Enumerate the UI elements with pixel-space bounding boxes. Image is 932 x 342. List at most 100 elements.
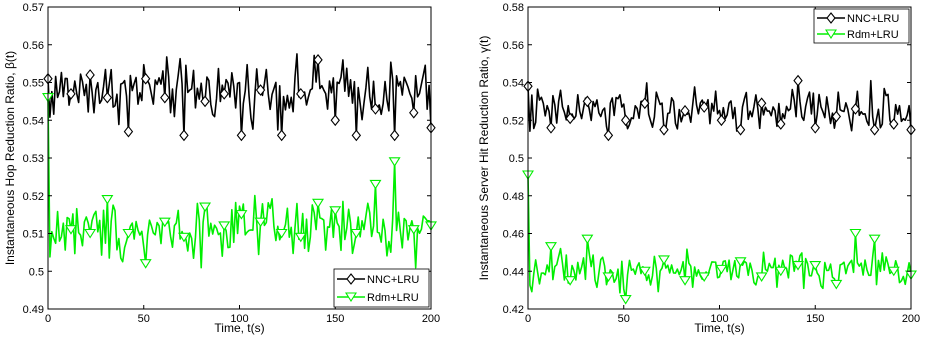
- right-x-tick-label: 200: [902, 313, 920, 325]
- right-marker-nnc-lru: [869, 123, 880, 136]
- right-y-tick-label: 0.56: [503, 40, 524, 52]
- left-x-tick-label: 100: [230, 313, 248, 325]
- left-ticks: 0 50 100 150 200 0.49 0.5 0.51 0.52 0.53 0.54 0.55 0…: [23, 2, 441, 325]
- right-marker-rdm-lru: [619, 295, 632, 305]
- left-y-tick-label: 0.5: [29, 266, 44, 278]
- right-series-line-nnc-lru: [527, 79, 912, 137]
- left-marker-rdm-lru: [122, 228, 135, 239]
- right-y-tick-label: 0.48: [503, 191, 524, 203]
- left-x-tick-label: 0: [45, 313, 51, 325]
- left-plot-frame: [47, 6, 432, 310]
- left-marker-nnc-lru: [179, 129, 189, 142]
- right-legend-label-rdm: Rdm+LRU: [847, 29, 899, 41]
- right-marker-nnc-lru: [680, 104, 690, 117]
- left-marker-nnc-lru: [296, 87, 306, 100]
- left-marker-nnc-lru: [102, 91, 113, 104]
- right-marker-rdm-lru: [544, 242, 557, 252]
- right-y-axis-label: Instantaneous Server Hit Reduction Ratio…: [477, 36, 491, 281]
- right-y-tick-label: 0.5: [509, 153, 524, 165]
- left-marker-rdm-lru: [218, 221, 231, 231]
- right-marker-rdm-lru: [679, 276, 692, 286]
- left-marker-rdm-lru: [101, 194, 114, 205]
- left-marker-rdm-lru: [294, 232, 307, 243]
- left-marker-nnc-lru: [351, 129, 362, 142]
- right-marker-rdm-lru: [830, 279, 843, 290]
- right-legend-diamond-marker: [826, 12, 836, 24]
- right-y-tick-label: 0.46: [503, 229, 524, 241]
- left-marker-nnc-lru: [123, 125, 134, 138]
- left-x-tick-label: 200: [422, 313, 440, 325]
- right-marker-rdm-lru: [868, 234, 881, 245]
- left-marker-nnc-lru: [313, 53, 323, 66]
- right-marker-nnc-lru: [699, 101, 709, 113]
- right-legend-triangle-marker: [825, 29, 837, 40]
- left-x-tick-label: 50: [138, 313, 150, 325]
- right-y-tick-label: 0.42: [503, 304, 524, 316]
- left-legend-diamond-marker: [346, 273, 356, 285]
- right-chart: 0 50 100 150 200 0.42 0.44 0.46 0.48 0.5 0.52 0.54 0…: [477, 2, 920, 335]
- right-marker-rdm-lru: [698, 272, 711, 282]
- right-marker-nnc-lru: [776, 118, 786, 130]
- left-y-tick-label: 0.49: [23, 304, 44, 316]
- right-marker-rdm-lru: [849, 228, 862, 239]
- left-marker-nnc-lru: [140, 72, 151, 85]
- left-series-line-nnc-lru: [47, 53, 432, 137]
- left-marker-rdm-lru: [407, 225, 420, 235]
- left-marker-nnc-lru: [330, 114, 340, 127]
- left-marker-nnc-lru: [276, 129, 287, 142]
- left-marker-rdm-lru: [84, 228, 97, 239]
- right-marker-nnc-lru: [889, 118, 899, 130]
- left-marker-nnc-lru: [160, 91, 170, 104]
- left-marker-rdm-lru: [235, 210, 248, 220]
- right-x-tick-label: 100: [710, 313, 728, 325]
- right-marker-rdm-lru: [602, 272, 615, 282]
- right-marker-rdm-lru: [734, 257, 747, 267]
- left-marker-rdm-lru: [254, 217, 267, 228]
- left-y-tick-label: 0.55: [23, 78, 44, 90]
- right-marker-rdm-lru: [638, 266, 651, 277]
- right-x-tick-label: 50: [618, 313, 630, 325]
- right-y-tick-label: 0.44: [503, 266, 524, 278]
- right-marker-rdm-lru: [755, 272, 768, 282]
- right-x-tick-label: 0: [525, 313, 531, 325]
- left-y-tick-label: 0.57: [23, 2, 44, 14]
- left-legend: NNC+LRU Rdm+LRU: [333, 268, 430, 308]
- right-marker-nnc-lru: [831, 110, 842, 123]
- left-x-tick-label: 150: [326, 313, 344, 325]
- left-series-line-rdm-lru: [47, 97, 432, 269]
- left-marker-rdm-lru: [139, 259, 152, 269]
- right-marker-nnc-lru: [620, 114, 631, 127]
- right-marker-nnc-lru: [603, 129, 614, 142]
- left-y-tick-label: 0.53: [23, 153, 44, 165]
- right-marker-nnc-lru: [565, 112, 575, 125]
- left-y-tick-label: 0.56: [23, 40, 44, 52]
- left-marker-rdm-lru: [369, 179, 382, 190]
- left-x-axis-label: Time, t(s): [214, 321, 264, 335]
- left-y-tick-label: 0.51: [23, 229, 44, 241]
- left-y-tick-label: 0.52: [23, 191, 44, 203]
- right-marker-rdm-lru: [564, 276, 577, 286]
- left-marker-nnc-lru: [66, 87, 76, 100]
- right-legend-label-nnc: NNC+LRU: [847, 13, 899, 25]
- right-marker-nnc-lru: [546, 121, 556, 134]
- left-marker-rdm-lru: [388, 157, 401, 167]
- right-marker-rdm-lru: [887, 266, 900, 277]
- right-marker-rdm-lru: [715, 264, 728, 275]
- left-y-tick-label: 0.54: [23, 115, 44, 127]
- left-marker-nnc-lru: [85, 69, 95, 81]
- left-marker-rdm-lru: [199, 202, 212, 213]
- left-marker-nnc-lru: [370, 103, 381, 115]
- right-marker-nnc-lru: [716, 114, 727, 127]
- left-marker-nnc-lru: [409, 106, 419, 119]
- left-legend-label-nnc: NNC+LRU: [367, 274, 419, 286]
- right-y-tick-label: 0.54: [503, 78, 524, 90]
- right-marker-rdm-lru: [581, 234, 594, 245]
- right-marker-nnc-lru: [810, 121, 820, 134]
- right-legend: NNC+LRU Rdm+LRU: [813, 8, 910, 44]
- right-x-axis-label: Time, t(s): [694, 321, 744, 335]
- right-marker-rdm-lru: [792, 261, 805, 271]
- left-marker-nnc-lru: [236, 129, 247, 142]
- left-marker-nnc-lru: [200, 95, 210, 108]
- left-marker-rdm-lru: [177, 232, 190, 243]
